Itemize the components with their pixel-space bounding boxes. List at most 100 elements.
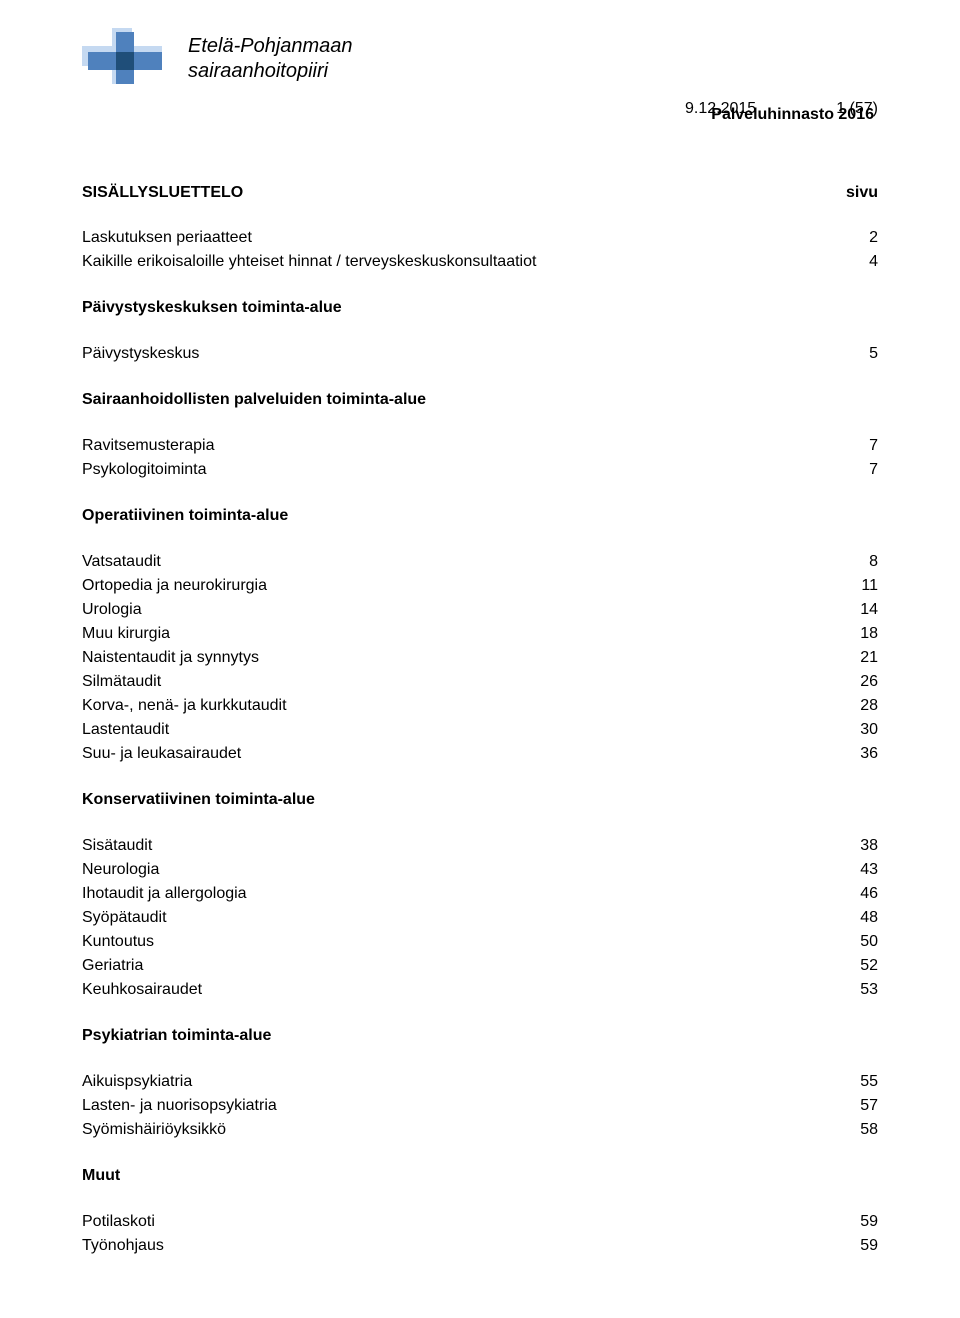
toc-row: Syömishäiriöyksikkö58 xyxy=(82,1118,878,1142)
spacer xyxy=(82,274,878,296)
toc-item-page: 59 xyxy=(838,1210,878,1234)
toc-row: Keuhkosairaudet53 xyxy=(82,978,878,1002)
toc-row: Sisätaudit38 xyxy=(82,834,878,858)
toc-row: Vatsataudit8 xyxy=(82,550,878,574)
toc-item-page: 4 xyxy=(838,250,878,274)
toc-row: Laskutuksen periaatteet2 xyxy=(82,226,878,250)
spacer xyxy=(82,1258,878,1280)
toc-page-header: sivu xyxy=(846,184,878,202)
toc-item-page: 38 xyxy=(838,834,878,858)
toc-row: Neurologia43 xyxy=(82,858,878,882)
toc-item-label: Korva-, nenä- ja kurkkutaudit xyxy=(82,694,838,718)
toc-item-label: Silmätaudit xyxy=(82,670,838,694)
toc-row: Päivystyskeskus5 xyxy=(82,342,878,366)
toc-heading-label: Operatiivinen toiminta-alue xyxy=(82,504,878,528)
toc-item-label: Lasten- ja nuorisopsykiatria xyxy=(82,1094,838,1118)
toc-item-label: Suu- ja leukasairaudet xyxy=(82,742,838,766)
toc-header-row: SISÄLLYSLUETTELO sivu xyxy=(82,184,878,202)
toc-title: SISÄLLYSLUETTELO xyxy=(82,184,243,202)
spacer xyxy=(82,1188,878,1210)
toc-item-page: 7 xyxy=(838,434,878,458)
toc-item-page: 53 xyxy=(838,978,878,1002)
spacer xyxy=(82,482,878,504)
toc-item-label: Neurologia xyxy=(82,858,838,882)
toc-heading-label: Sairaanhoidollisten palveluiden toiminta… xyxy=(82,388,878,412)
toc-row: Silmätaudit26 xyxy=(82,670,878,694)
toc-item-page: 55 xyxy=(838,1070,878,1094)
toc-item-label: Työnohjaus xyxy=(82,1234,838,1258)
toc-row: Ravitsemusterapia7 xyxy=(82,434,878,458)
spacer xyxy=(82,412,878,434)
toc-item-page: 7 xyxy=(838,458,878,482)
toc-row: Kuntoutus50 xyxy=(82,930,878,954)
spacer xyxy=(82,1048,878,1070)
toc-row: Psykologitoiminta7 xyxy=(82,458,878,482)
toc-item-page: 50 xyxy=(838,930,878,954)
toc-item-label: Naistentaudit ja synnytys xyxy=(82,646,838,670)
toc-item-label: Urologia xyxy=(82,598,838,622)
toc-row: Suu- ja leukasairaudet36 xyxy=(82,742,878,766)
toc-item-label: Psykologitoiminta xyxy=(82,458,838,482)
toc-item-page: 5 xyxy=(838,342,878,366)
toc-row: Kaikille erikoisaloille yhteiset hinnat … xyxy=(82,250,878,274)
spacer xyxy=(82,812,878,834)
date-page-row: 9.12.2015 1 (57) xyxy=(0,100,960,118)
page-indicator: 1 (57) xyxy=(836,100,878,118)
toc-row: Korva-, nenä- ja kurkkutaudit28 xyxy=(82,694,878,718)
toc-item-label: Keuhkosairaudet xyxy=(82,978,838,1002)
toc-item-label: Ravitsemusterapia xyxy=(82,434,838,458)
toc-section-heading: Konservatiivinen toiminta-alue xyxy=(82,788,878,812)
toc-content: SISÄLLYSLUETTELO sivu Laskutuksen periaa… xyxy=(82,184,878,1280)
toc-row: Lasten- ja nuorisopsykiatria57 xyxy=(82,1094,878,1118)
toc-heading-label: Päivystyskeskuksen toiminta-alue xyxy=(82,296,878,320)
toc-item-label: Potilaskoti xyxy=(82,1210,838,1234)
spacer xyxy=(82,320,878,342)
toc-row: Lastentaudit30 xyxy=(82,718,878,742)
page-header: Etelä-Pohjanmaan sairaanhoitopiiri xyxy=(82,28,878,90)
toc-item-label: Syömishäiriöyksikkö xyxy=(82,1118,838,1142)
toc-item-label: Ortopedia ja neurokirurgia xyxy=(82,574,838,598)
toc-item-label: Ihotaudit ja allergologia xyxy=(82,882,838,906)
toc-item-page: 26 xyxy=(838,670,878,694)
spacer xyxy=(82,366,878,388)
spacer xyxy=(82,766,878,788)
toc-item-label: Geriatria xyxy=(82,954,838,978)
toc-item-label: Vatsataudit xyxy=(82,550,838,574)
toc-item-page: 36 xyxy=(838,742,878,766)
toc-row: Työnohjaus59 xyxy=(82,1234,878,1258)
document-date: 9.12.2015 xyxy=(685,100,756,118)
toc-heading-label: Konservatiivinen toiminta-alue xyxy=(82,788,878,812)
spacer xyxy=(82,1002,878,1024)
toc-item-label: Lastentaudit xyxy=(82,718,838,742)
toc-item-page: 14 xyxy=(838,598,878,622)
toc-item-label: Kaikille erikoisaloille yhteiset hinnat … xyxy=(82,250,838,274)
toc-item-page: 46 xyxy=(838,882,878,906)
toc-item-label: Päivystyskeskus xyxy=(82,342,838,366)
toc-item-label: Sisätaudit xyxy=(82,834,838,858)
toc-item-label: Aikuispsykiatria xyxy=(82,1070,838,1094)
toc-row: Syöpätaudit48 xyxy=(82,906,878,930)
toc-heading-label: Muut xyxy=(82,1164,878,1188)
toc-item-page: 28 xyxy=(838,694,878,718)
toc-item-page: 2 xyxy=(838,226,878,250)
org-name-line1: Etelä-Pohjanmaan xyxy=(188,34,353,59)
toc-item-label: Kuntoutus xyxy=(82,930,838,954)
toc-section-heading: Operatiivinen toiminta-alue xyxy=(82,504,878,528)
toc-row: Ihotaudit ja allergologia46 xyxy=(82,882,878,906)
toc-item-label: Muu kirurgia xyxy=(82,622,838,646)
spacer xyxy=(82,1142,878,1164)
spacer xyxy=(82,528,878,550)
toc-row: Urologia14 xyxy=(82,598,878,622)
toc-item-page: 11 xyxy=(838,574,878,598)
toc-row: Aikuispsykiatria55 xyxy=(82,1070,878,1094)
toc-body: Laskutuksen periaatteet2Kaikille erikois… xyxy=(82,226,878,1280)
toc-item-page: 58 xyxy=(838,1118,878,1142)
org-name: Etelä-Pohjanmaan sairaanhoitopiiri xyxy=(188,28,353,84)
document-page: Etelä-Pohjanmaan sairaanhoitopiiri 9.12.… xyxy=(0,0,960,1318)
toc-item-page: 48 xyxy=(838,906,878,930)
toc-item-page: 21 xyxy=(838,646,878,670)
toc-item-page: 30 xyxy=(838,718,878,742)
toc-section-heading: Päivystyskeskuksen toiminta-alue xyxy=(82,296,878,320)
toc-heading-label: Psykiatrian toiminta-alue xyxy=(82,1024,878,1048)
toc-item-page: 18 xyxy=(838,622,878,646)
